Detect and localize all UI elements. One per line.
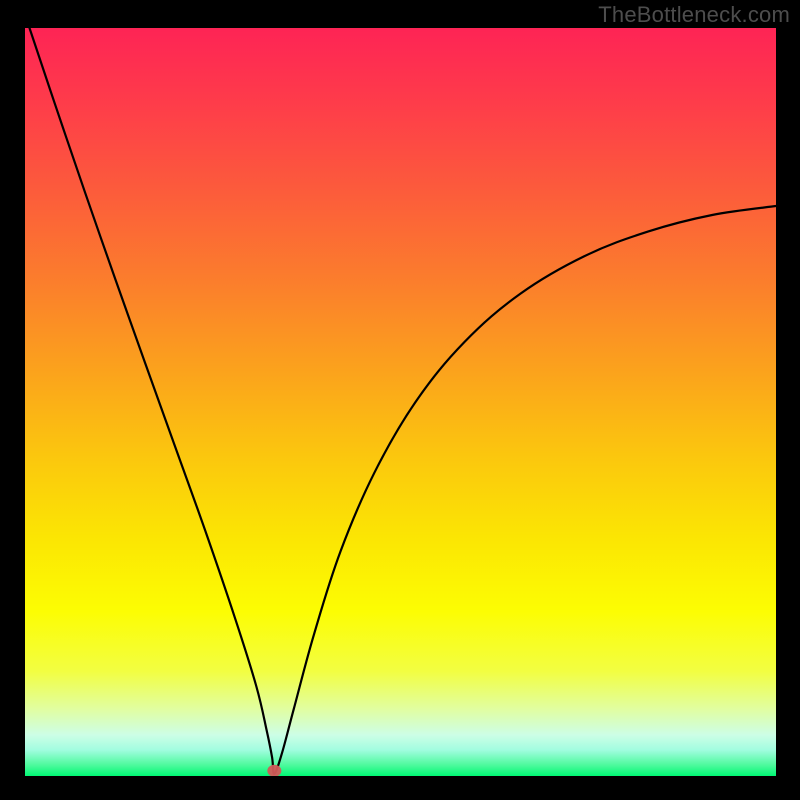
plot-svg xyxy=(25,28,776,776)
chart-container: TheBottleneck.com xyxy=(0,0,800,800)
watermark-text: TheBottleneck.com xyxy=(598,2,790,28)
plot-area xyxy=(25,28,776,776)
gradient-background xyxy=(25,28,776,776)
